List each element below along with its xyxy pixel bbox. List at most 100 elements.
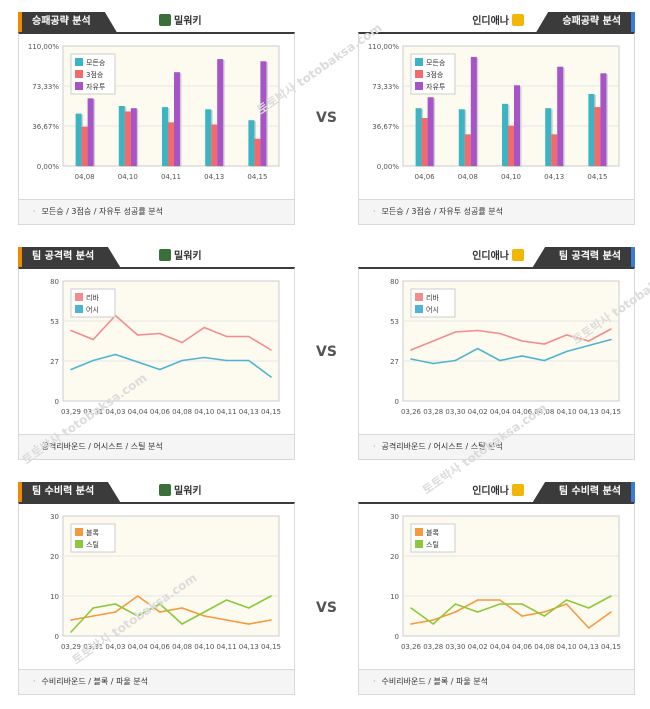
footer-text: 수비리바운드 / 블록 / 파울 분석 bbox=[381, 677, 488, 686]
x-tick-label: 04,15 bbox=[247, 173, 267, 181]
vs-label: VS bbox=[316, 600, 337, 616]
legend-label: 모든승 bbox=[426, 59, 446, 67]
x-tick-label: 03,29 bbox=[61, 643, 81, 651]
legend-label: 어시 bbox=[426, 305, 439, 314]
series-line bbox=[410, 599, 612, 630]
legend-swatch bbox=[75, 540, 83, 548]
bar bbox=[514, 85, 520, 166]
x-tick-label: 04,06 bbox=[150, 643, 171, 651]
data-point bbox=[543, 611, 546, 613]
x-tick-label: 04,10 bbox=[194, 408, 214, 416]
x-tick-label: 04,04 bbox=[490, 408, 511, 416]
bar bbox=[75, 113, 82, 166]
x-tick-label: 03,30 bbox=[445, 408, 465, 416]
x-tick-label: 04,15 bbox=[261, 408, 281, 416]
data-point bbox=[181, 623, 183, 625]
y-tick-label: 10 bbox=[50, 593, 59, 601]
x-tick-label: 03,28 bbox=[423, 408, 443, 416]
x-tick-label: 03,30 bbox=[445, 643, 465, 651]
data-point bbox=[159, 603, 161, 605]
vs-label: VS bbox=[316, 344, 337, 360]
data-point bbox=[476, 611, 479, 613]
footer-text: 공격리바운드 / 어시스트 / 스틸 분석 bbox=[381, 442, 503, 451]
panel-title: 승패공략 분석 bbox=[18, 12, 117, 32]
bar bbox=[211, 124, 218, 166]
legend-label: 자유투 bbox=[426, 82, 446, 91]
bar bbox=[254, 138, 261, 166]
legend-label: 스틸 bbox=[86, 541, 99, 549]
y-tick-label: 53 bbox=[50, 318, 59, 326]
data-point bbox=[270, 349, 272, 351]
series-line bbox=[70, 353, 272, 378]
panel-win-right: 승패공략 분석 인디애나 110,00% 73,33% 36,67% 0,00% 04,… bbox=[358, 12, 635, 225]
y-tick-label: 0 bbox=[395, 633, 399, 641]
team-name: 밀워키 bbox=[174, 486, 202, 497]
data-point bbox=[476, 347, 479, 350]
bar bbox=[205, 109, 212, 166]
x-tick-label: 03,31 bbox=[83, 408, 103, 416]
panel-title: 팀 공격력 분석 bbox=[532, 247, 635, 267]
x-tick-label: 03,31 bbox=[83, 643, 103, 651]
footer-text: 모든승 / 3점승 / 자유투 성공률 분석 bbox=[381, 207, 503, 216]
data-point bbox=[247, 335, 250, 338]
data-point bbox=[587, 627, 590, 629]
team-label-left: 밀워키 bbox=[156, 12, 202, 32]
panel-title: 팀 수비력 분석 bbox=[532, 482, 635, 502]
data-point bbox=[476, 329, 479, 332]
legend-swatch bbox=[415, 82, 423, 90]
data-point bbox=[410, 358, 412, 360]
data-point bbox=[92, 338, 95, 341]
data-point bbox=[476, 599, 479, 601]
bar bbox=[87, 98, 94, 166]
bar bbox=[458, 109, 465, 166]
legend-swatch bbox=[415, 70, 423, 78]
x-tick-label: 04,13 bbox=[239, 408, 259, 416]
bar bbox=[415, 108, 422, 166]
data-point bbox=[247, 607, 250, 609]
legend-swatch bbox=[415, 293, 423, 301]
panel-atk-left: 팀 공격력 분석 밀워키 80 53 27 0 03,29 03,31 04,03 04,04… bbox=[18, 247, 295, 460]
data-point bbox=[70, 619, 72, 621]
data-point bbox=[499, 603, 501, 605]
data-point bbox=[247, 359, 250, 362]
legend-swatch bbox=[415, 305, 423, 313]
data-point bbox=[410, 607, 412, 609]
bar bbox=[168, 122, 174, 166]
pacers-logo-icon bbox=[512, 14, 524, 26]
data-point bbox=[181, 607, 183, 609]
bar bbox=[545, 108, 552, 166]
data-point bbox=[454, 359, 457, 362]
series-line bbox=[70, 314, 272, 351]
panel-win-left: 승패공략 분석 밀워키 110,00% 73,33% 36,67% 0,00% 04,0… bbox=[18, 12, 295, 225]
x-tick-label: 04,06 bbox=[512, 643, 533, 651]
bar bbox=[470, 56, 477, 166]
data-point bbox=[610, 338, 612, 341]
bar bbox=[427, 97, 434, 166]
x-tick-label: 04,11 bbox=[161, 173, 181, 181]
x-tick-label: 04,10 bbox=[557, 643, 577, 651]
y-tick-label: 20 bbox=[390, 553, 399, 561]
data-point bbox=[270, 376, 272, 378]
series-line bbox=[70, 595, 272, 633]
data-point bbox=[543, 343, 546, 345]
team-label-left: 밀워키 bbox=[156, 482, 202, 502]
series-line bbox=[410, 338, 612, 365]
data-point bbox=[225, 335, 228, 338]
panel-title: 팀 공격력 분석 bbox=[18, 247, 121, 267]
legend-swatch bbox=[415, 528, 423, 536]
x-tick-label: 04,06 bbox=[415, 173, 436, 181]
bar bbox=[124, 111, 131, 166]
y-tick-label: 36,67% bbox=[32, 123, 59, 131]
data-point bbox=[136, 334, 139, 336]
data-point bbox=[270, 595, 272, 597]
legend-swatch bbox=[75, 82, 83, 90]
legend-label: 블록 bbox=[426, 528, 439, 537]
data-point bbox=[521, 340, 523, 342]
bar bbox=[260, 61, 267, 166]
legend-swatch bbox=[75, 305, 83, 313]
x-tick-label: 04,13 bbox=[579, 408, 599, 416]
data-point bbox=[610, 328, 612, 330]
x-tick-label: 04,06 bbox=[150, 408, 171, 416]
y-tick-label: 30 bbox=[390, 513, 399, 521]
legend-swatch bbox=[75, 58, 83, 66]
